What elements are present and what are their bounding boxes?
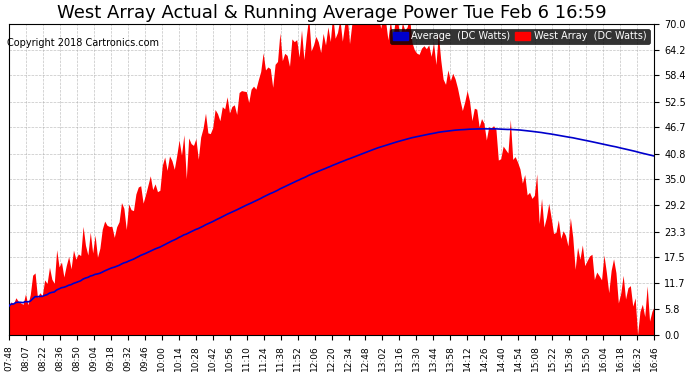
Title: West Array Actual & Running Average Power Tue Feb 6 16:59: West Array Actual & Running Average Powe… <box>57 4 607 22</box>
Text: Copyright 2018 Cartronics.com: Copyright 2018 Cartronics.com <box>7 38 159 48</box>
Legend: Average  (DC Watts), West Array  (DC Watts): Average (DC Watts), West Array (DC Watts… <box>390 28 649 44</box>
